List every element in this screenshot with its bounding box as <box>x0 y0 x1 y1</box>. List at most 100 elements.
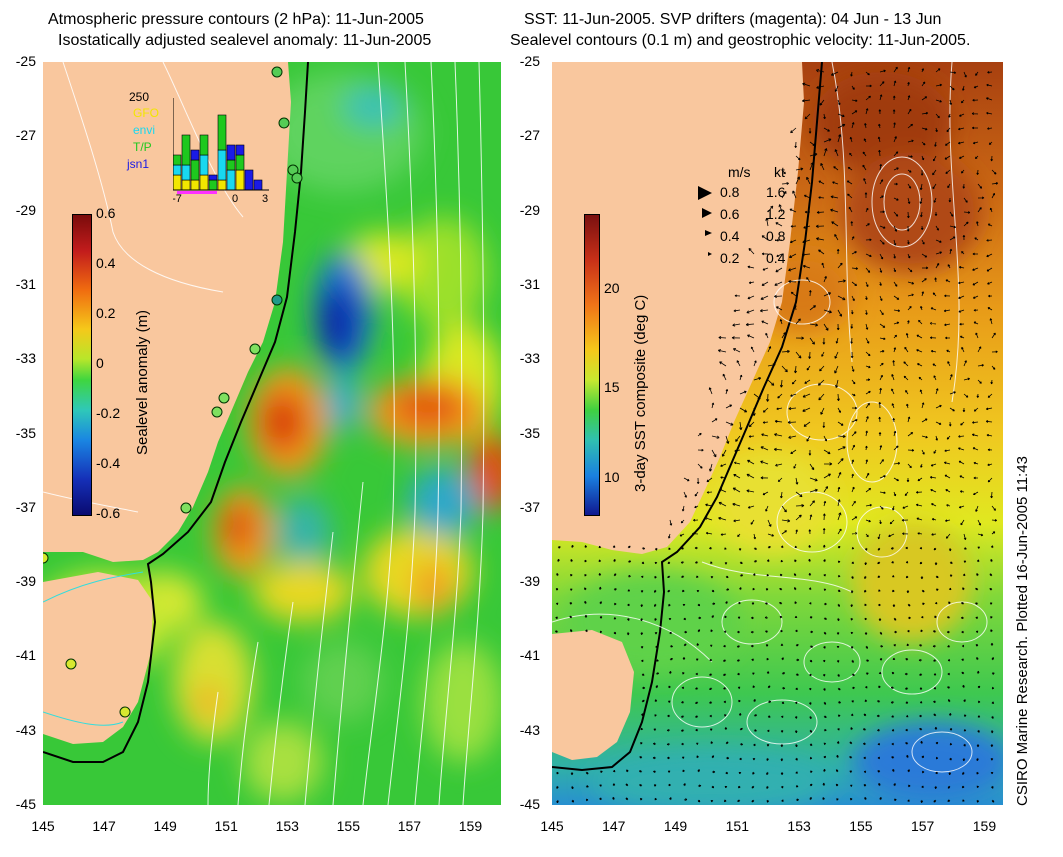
velocity-arrow <box>893 347 897 353</box>
sst-map: m/s kt 0.8 1.6 0.6 1.2 0.4 0.8 0.2 0.4 <box>552 62 1003 805</box>
velocity-arrow <box>823 449 831 455</box>
velocity-arrow <box>945 279 951 283</box>
velocity-arrow <box>962 407 966 413</box>
velocity-arrow <box>725 421 734 426</box>
velocity-arrow <box>879 387 882 395</box>
velocity-arrow <box>893 253 896 259</box>
velocity-arrow <box>694 505 699 509</box>
velocity-arrow <box>753 360 757 367</box>
velocity-arrow <box>933 713 937 717</box>
velocity-arrow <box>804 210 811 214</box>
velocity-arrow <box>697 769 700 773</box>
left-y-tick-label: -41 <box>15 647 36 664</box>
velocity-arrow <box>775 463 783 467</box>
velocity-arrow <box>750 644 755 648</box>
velocity-arrow <box>680 519 685 524</box>
velocity-arrow <box>947 699 951 703</box>
velocity-arrow <box>809 729 813 733</box>
velocity-arrow <box>641 561 645 565</box>
velocity-arrow <box>976 657 979 661</box>
velocity-arrow <box>945 336 951 340</box>
velocity-arrow <box>865 207 869 213</box>
velocity-arrow <box>832 181 839 185</box>
velocity-arrow <box>919 197 923 204</box>
velocity-arrow <box>893 477 899 482</box>
velocity-arrow <box>916 363 923 367</box>
velocity-arrow <box>976 221 979 227</box>
sealevel-contour <box>911 731 973 773</box>
velocity-arrow <box>739 742 744 746</box>
velocity-arrow <box>986 253 993 258</box>
velocity-arrow <box>733 519 741 523</box>
velocity-arrow <box>818 393 825 401</box>
velocity-arrow <box>921 755 925 759</box>
velocity-arrow <box>893 151 899 157</box>
velocity-arrow <box>879 210 885 214</box>
velocity-arrow <box>795 318 801 325</box>
velocity-arrow <box>893 122 896 129</box>
velocity-arrow <box>921 81 926 87</box>
velocity-arrow <box>720 476 727 479</box>
velocity-arrow <box>958 505 965 509</box>
velocity-arrow <box>921 253 928 258</box>
velocity-arrow <box>891 715 895 718</box>
velocity-arrow <box>718 336 727 340</box>
left-x-tick-label: 153 <box>275 818 299 834</box>
velocity-arrow <box>865 351 871 357</box>
velocity-arrow <box>641 673 645 676</box>
velocity-arrow <box>988 294 993 298</box>
velocity-arrow <box>752 587 755 591</box>
histogram-bar <box>173 174 182 191</box>
velocity-arrow <box>709 687 713 690</box>
velocity-arrow <box>823 435 828 442</box>
velocity-arrow <box>806 277 811 283</box>
velocity-arrow <box>836 798 839 801</box>
velocity-arrow <box>748 421 755 428</box>
velocity-arrow <box>809 463 815 471</box>
velocity-arrow <box>723 687 727 690</box>
velocity-arrow <box>958 266 965 269</box>
velocity-arrow <box>893 430 897 437</box>
velocity-arrow <box>802 264 811 269</box>
velocity-arrow <box>865 378 871 382</box>
velocity-arrow <box>795 477 799 485</box>
right-y-tick-label: -37 <box>519 498 540 515</box>
velocity-arrow <box>837 458 844 465</box>
histogram-bar <box>190 149 200 161</box>
velocity-arrow <box>711 770 716 774</box>
velocity-arrow <box>989 602 993 605</box>
sealevel-contour <box>701 561 853 593</box>
velocity-arrow <box>837 574 841 578</box>
velocity-arrow <box>791 379 797 385</box>
velocity-arrow <box>837 545 841 549</box>
right-y-tick-label: -39 <box>519 573 540 590</box>
velocity-arrow <box>865 365 871 369</box>
velocity-arrow <box>977 346 982 353</box>
velocity-arrow <box>823 701 827 705</box>
histogram-bar <box>253 179 263 191</box>
velocity-arrow <box>638 770 643 773</box>
velocity-arrow <box>851 406 858 410</box>
velocity-arrow <box>893 281 898 287</box>
velocity-arrow <box>695 728 699 732</box>
velocity-arrow <box>795 673 799 676</box>
velocity-arrow <box>865 390 871 395</box>
velocity-arrow <box>809 477 818 482</box>
left-x-tick-label: 147 <box>92 818 116 834</box>
velocity-arrow <box>837 434 846 439</box>
velocity-arrow <box>718 501 727 507</box>
velocity-arrow <box>795 529 798 535</box>
velocity-arrow <box>932 363 937 367</box>
velocity-arrow <box>877 770 881 773</box>
velocity-arrow <box>906 477 910 483</box>
velocity-arrow <box>919 714 923 718</box>
velocity-arrow <box>737 616 741 620</box>
velocity-arrow <box>653 784 657 787</box>
velocity-arrow <box>612 769 616 773</box>
velocity-arrow <box>947 264 951 269</box>
velocity-arrow <box>961 602 965 605</box>
velocity-arrow <box>920 225 924 230</box>
velocity-arrow <box>934 615 937 619</box>
velocity-arrow <box>554 630 559 633</box>
velocity-arrow <box>879 362 884 367</box>
